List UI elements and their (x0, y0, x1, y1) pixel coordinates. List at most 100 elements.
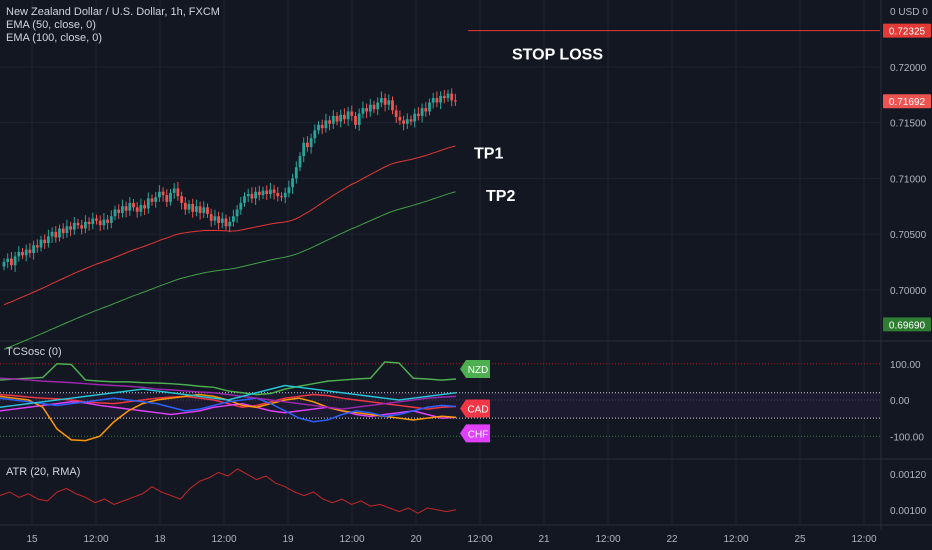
time-tick-label: 15 (26, 534, 38, 545)
candle-up (146, 198, 150, 209)
candle-up (357, 113, 361, 125)
currency-tag-chf (460, 424, 490, 443)
candle-down (391, 100, 394, 111)
candle-down (424, 108, 428, 112)
candle-up (346, 111, 350, 120)
candle-up (439, 95, 442, 103)
candle-up (17, 251, 21, 257)
time-tick-label: 12:00 (723, 534, 748, 545)
candle-up (317, 124, 320, 131)
candle-down (354, 115, 357, 125)
currency-tag-cad (460, 399, 490, 418)
candle-down (198, 206, 202, 213)
time-tick-label: 12:00 (851, 534, 876, 545)
price-axis-top-label: 0 USD 0 (890, 7, 928, 18)
candle-down (80, 225, 84, 229)
atr-tick-label: 0.00100 (890, 506, 927, 517)
candle-down (28, 249, 32, 254)
candle-up (339, 114, 343, 122)
time-tick-label: 21 (538, 534, 550, 545)
oscillator-line-cad (0, 393, 457, 410)
annotation-stop-loss: STOP LOSS (512, 47, 603, 64)
oscillator-line-9c27b0 (0, 377, 457, 410)
candle-down (143, 205, 146, 209)
candle-down (402, 120, 405, 124)
time-tick-label: 12:00 (211, 534, 236, 545)
candle-up (254, 191, 257, 199)
candle-down (328, 120, 331, 124)
time-tick-label: 12:00 (339, 534, 364, 545)
ema50-label: EMA (50, close, 0) (6, 19, 96, 31)
oscillator-tick-label: -100.00 (890, 432, 924, 443)
candle-down (224, 218, 228, 227)
candle-down (43, 239, 47, 244)
time-tick-label: 18 (154, 534, 166, 545)
candle-up (420, 108, 424, 116)
candle-up (32, 245, 35, 254)
candle-down (206, 207, 209, 215)
time-tick-label: 20 (410, 534, 422, 545)
candle-up (195, 206, 198, 212)
candle-down (106, 219, 109, 223)
ema50-line (3, 145, 456, 306)
candle-down (250, 193, 254, 199)
candle-up (139, 205, 143, 212)
candle-up (47, 236, 50, 244)
oscillator-title: TCSosc (0) (6, 346, 62, 358)
candle-down (161, 191, 165, 196)
candle-down (265, 190, 269, 194)
candle-down (150, 198, 154, 202)
candle-down (365, 108, 368, 112)
candle-down (343, 114, 346, 120)
candle-up (331, 115, 335, 124)
oscillator-line-2962ff (0, 397, 457, 423)
candle-up (72, 222, 76, 230)
candle-down (350, 111, 354, 116)
candle-up (2, 261, 6, 267)
candle-up (228, 221, 232, 227)
price-tick-label: 0.71000 (890, 174, 927, 185)
time-tick-label: 19 (282, 534, 294, 545)
candle-down (276, 192, 280, 197)
candle-up (158, 191, 161, 198)
oscillator-legend: TCSosc (0) (6, 346, 62, 359)
price-label-box (883, 317, 931, 332)
time-tick-label: 12:00 (83, 534, 108, 545)
currency-tag-nzd (460, 359, 490, 378)
symbol-title: New Zealand Dollar / U.S. Dollar, 1h, FX… (6, 6, 220, 18)
candle-up (261, 190, 265, 196)
price-label: 0.71692 (889, 97, 926, 108)
candle-up (313, 130, 317, 139)
atr-line (0, 468, 457, 514)
candle-down (95, 218, 98, 221)
candle-down (191, 204, 195, 212)
candle-down (442, 95, 446, 99)
candle-down (257, 191, 261, 196)
candle-up (298, 156, 302, 168)
candle-down (383, 98, 387, 105)
candle-down (21, 251, 24, 256)
candle-down (132, 202, 135, 208)
candle-down (135, 207, 139, 212)
candle-down (272, 189, 276, 193)
candle-up (431, 98, 435, 103)
candle-up (50, 231, 54, 237)
candle-down (280, 196, 283, 198)
currency-tag-label-nzd: NZD (468, 365, 489, 376)
candle-up (232, 216, 235, 222)
candle-down (87, 221, 91, 225)
candle-down (320, 124, 324, 129)
oscillator-tick-label: 0.00 (890, 396, 910, 407)
candle-up (324, 120, 328, 129)
candle-up (58, 228, 61, 238)
candle-up (287, 187, 291, 193)
candle-down (209, 214, 213, 221)
candle-up (361, 108, 365, 114)
annotation-tp2: TP2 (486, 188, 515, 205)
candle-up (169, 192, 172, 202)
candle-down (54, 231, 58, 238)
candle-up (239, 202, 243, 210)
price-label-box (883, 23, 931, 38)
